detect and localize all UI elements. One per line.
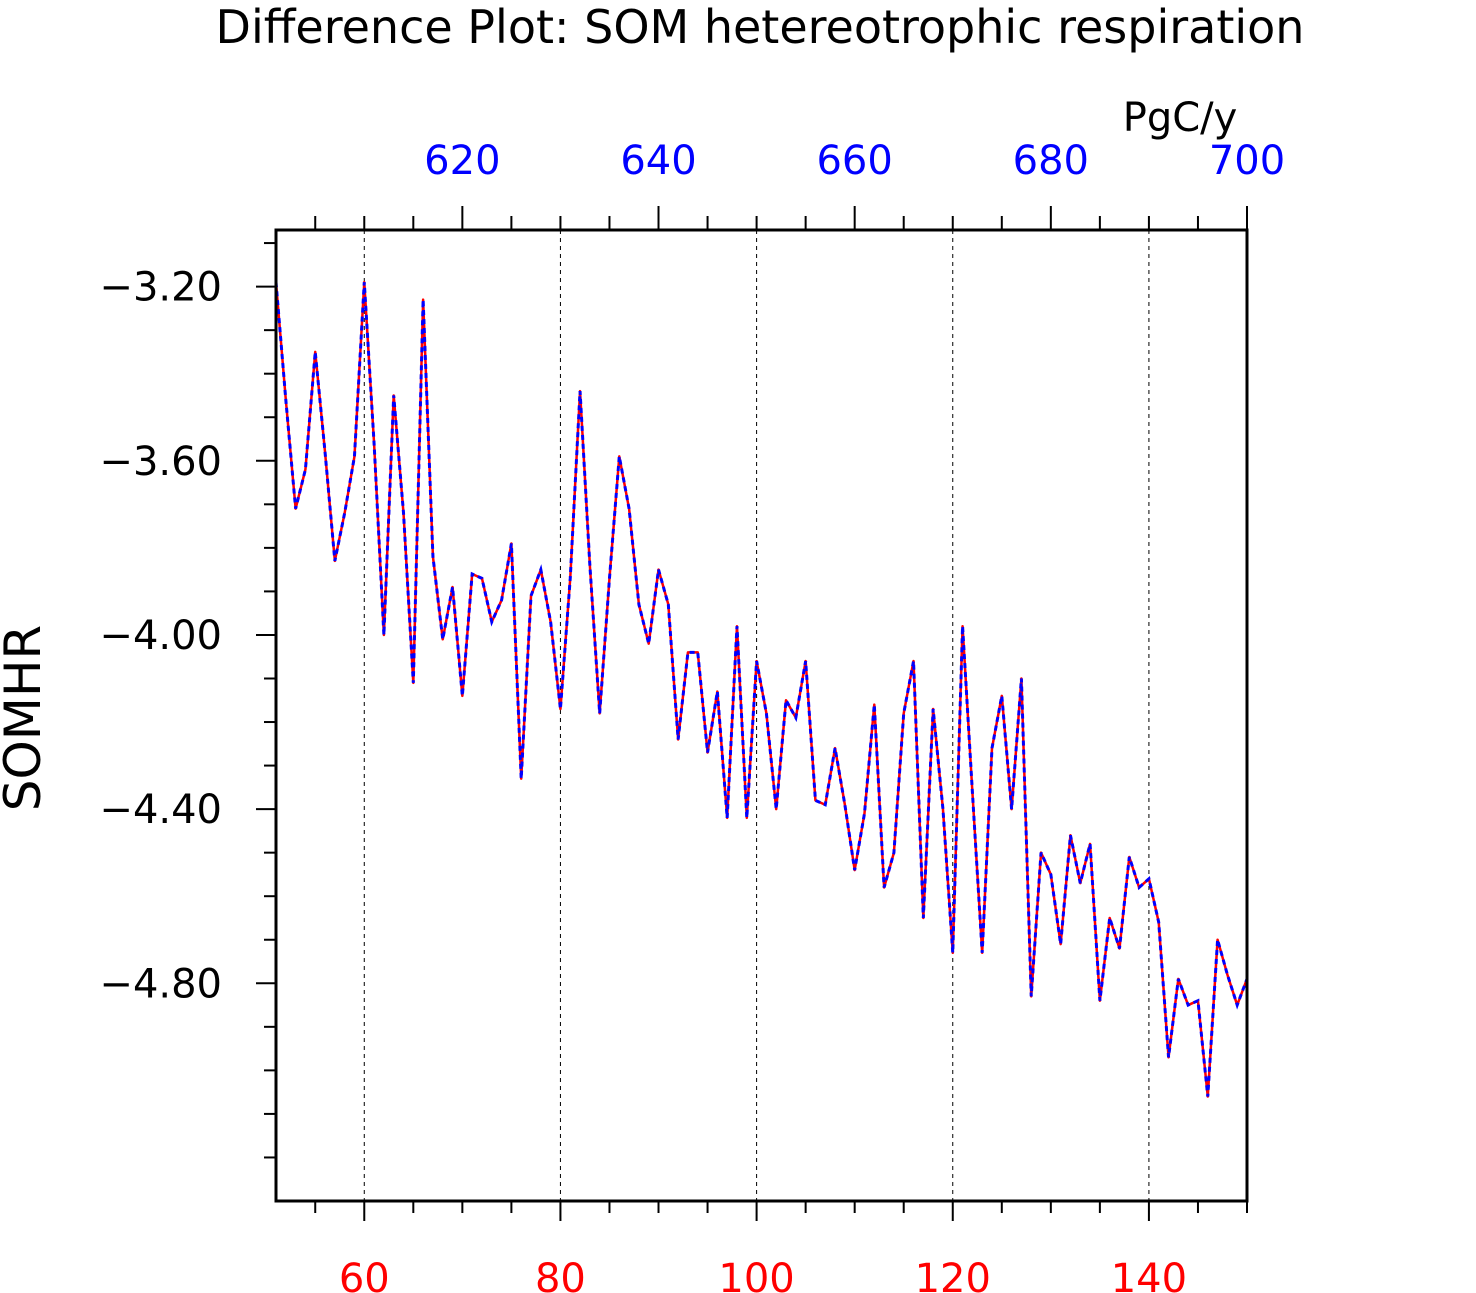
units-label: PgC/y [1123,95,1238,141]
bottom-tick-label: 120 [915,1256,991,1293]
vertical-gridlines [363,230,1150,1201]
plot-frame [274,228,1249,1203]
y-tick-label: −4.40 [99,787,222,833]
plot-axes: 60 80 100 120 140 620 640 660 680 700 −3.20 −3.60 −4… [99,138,1285,1293]
bottom-tick-label: 80 [535,1256,586,1293]
top-tick-label: 660 [816,138,892,184]
top-tick-label: 640 [620,138,696,184]
series-line-blue-dashed [274,282,1249,1097]
y-axis-label: SOMHR [0,625,52,812]
series-lines [274,281,1249,1098]
top-tick-label: 700 [1209,138,1285,184]
y-tick-label: −4.00 [99,613,222,659]
bottom-tick-label: 100 [718,1256,794,1293]
top-tick-label: 620 [424,138,500,184]
y-tick-label: −3.60 [99,439,222,485]
top-tick-label: 680 [1013,138,1089,184]
y-tick-label: −3.20 [99,265,222,311]
y-tick-label: −4.80 [99,961,222,1007]
bottom-tick-label: 140 [1111,1256,1187,1293]
bottom-tick-label: 60 [339,1256,390,1293]
chart-title: Difference Plot: SOM hetereotrophic resp… [216,0,1305,54]
